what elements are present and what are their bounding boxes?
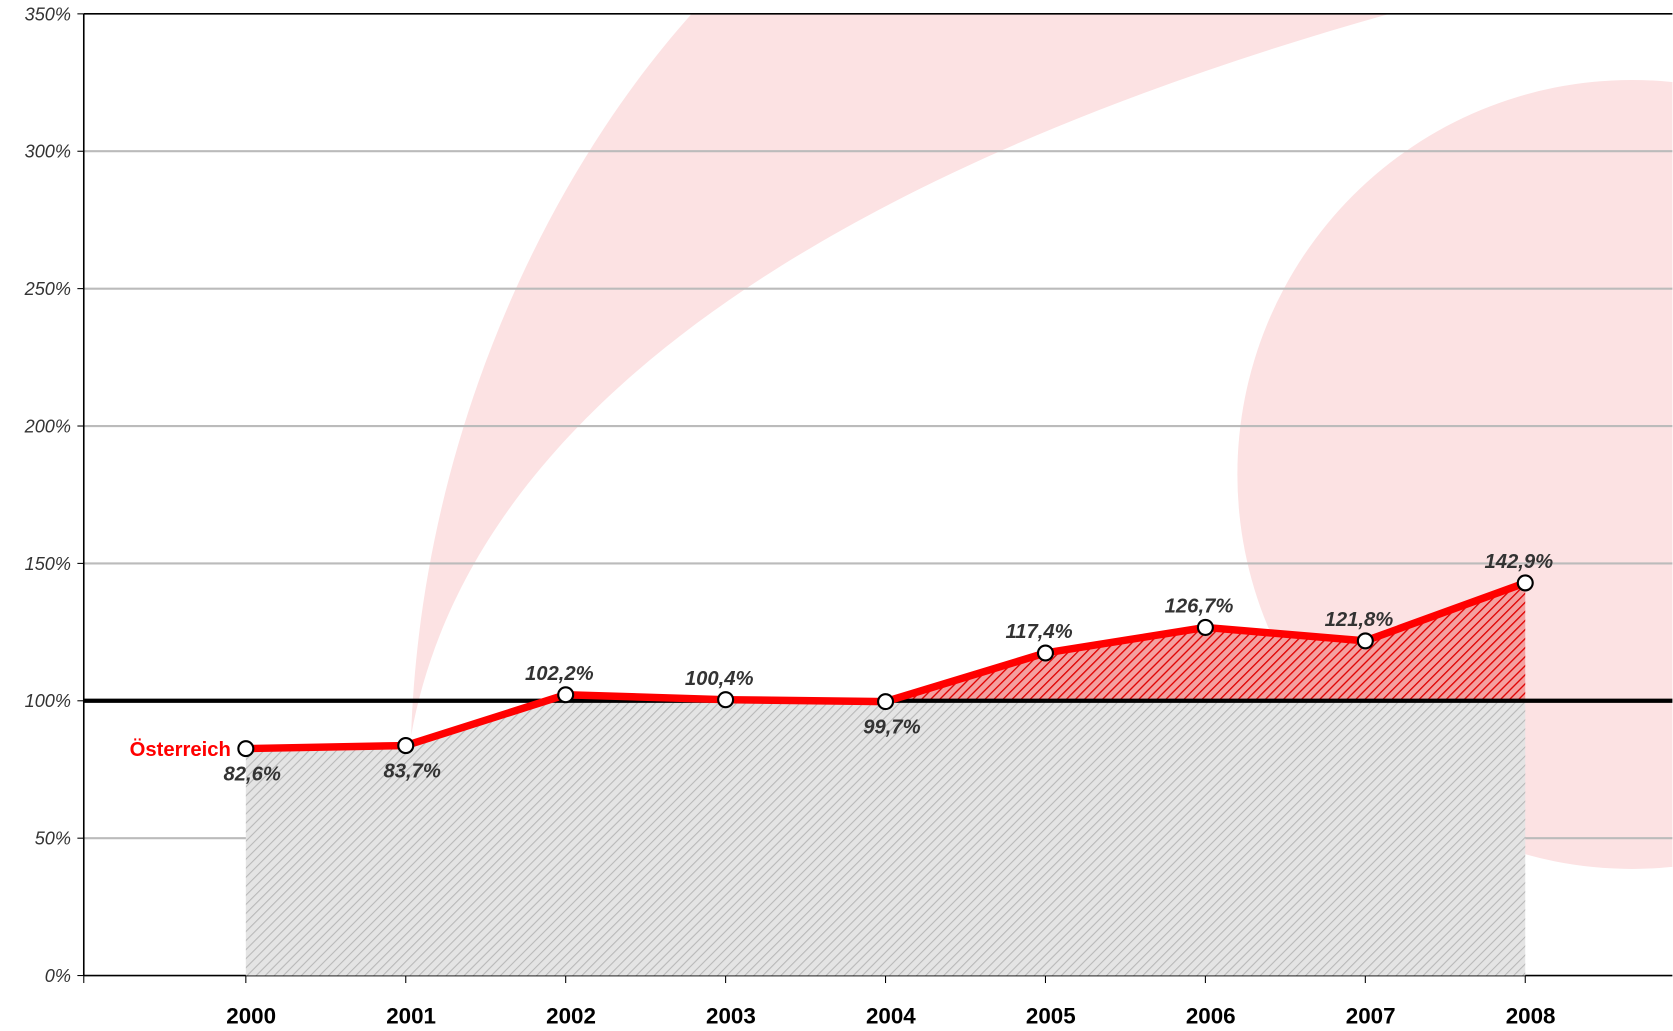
y-tick-label: 0% xyxy=(45,966,71,986)
x-tick-label: 2000 xyxy=(226,1004,276,1029)
x-tick-label: 2007 xyxy=(1346,1004,1396,1029)
point xyxy=(1518,575,1533,590)
x-tick-label: 2006 xyxy=(1186,1004,1236,1029)
data-label: 126,7% xyxy=(1165,595,1234,617)
y-tick-label: 250% xyxy=(24,279,71,299)
series-label: Österreich xyxy=(130,738,231,761)
x-tick-label: 2003 xyxy=(706,1004,756,1029)
point xyxy=(398,738,413,753)
page: {"chart_data": {"type": "line", "categor… xyxy=(0,0,1673,1031)
data-label: 117,4% xyxy=(1005,621,1072,643)
data-label: 99,7% xyxy=(863,717,920,739)
y-tick-label: 350% xyxy=(25,4,71,24)
y-tick-label: 150% xyxy=(25,554,71,574)
data-label: 100,4% xyxy=(685,668,754,690)
y-tick-label: 50% xyxy=(35,829,71,849)
y-tick-label: 100% xyxy=(25,691,71,711)
x-tick-label: 2001 xyxy=(386,1004,436,1029)
point xyxy=(1198,620,1213,635)
point xyxy=(1358,633,1373,648)
point xyxy=(878,694,893,709)
x-tick-label: 2005 xyxy=(1026,1004,1076,1029)
y-tick-label: 200% xyxy=(24,416,71,436)
y-tick-label: 300% xyxy=(25,142,71,162)
data-label: 102,2% xyxy=(525,663,594,685)
x-tick-label: 2002 xyxy=(546,1004,596,1029)
data-label: 83,7% xyxy=(383,761,440,783)
chart: 0% 50% 100% 150% 200% 250% 300% 350% 2000 2001 200… xyxy=(0,0,1673,1031)
x-tick-label: 2004 xyxy=(866,1004,916,1029)
data-label: 82,6% xyxy=(224,764,281,786)
data-label: 121,8% xyxy=(1325,609,1394,631)
point xyxy=(718,692,733,707)
data-label: 142,9% xyxy=(1485,551,1554,573)
point xyxy=(558,687,573,702)
x-tick-label: 2008 xyxy=(1506,1004,1556,1029)
point xyxy=(1038,646,1053,661)
point xyxy=(238,741,253,756)
